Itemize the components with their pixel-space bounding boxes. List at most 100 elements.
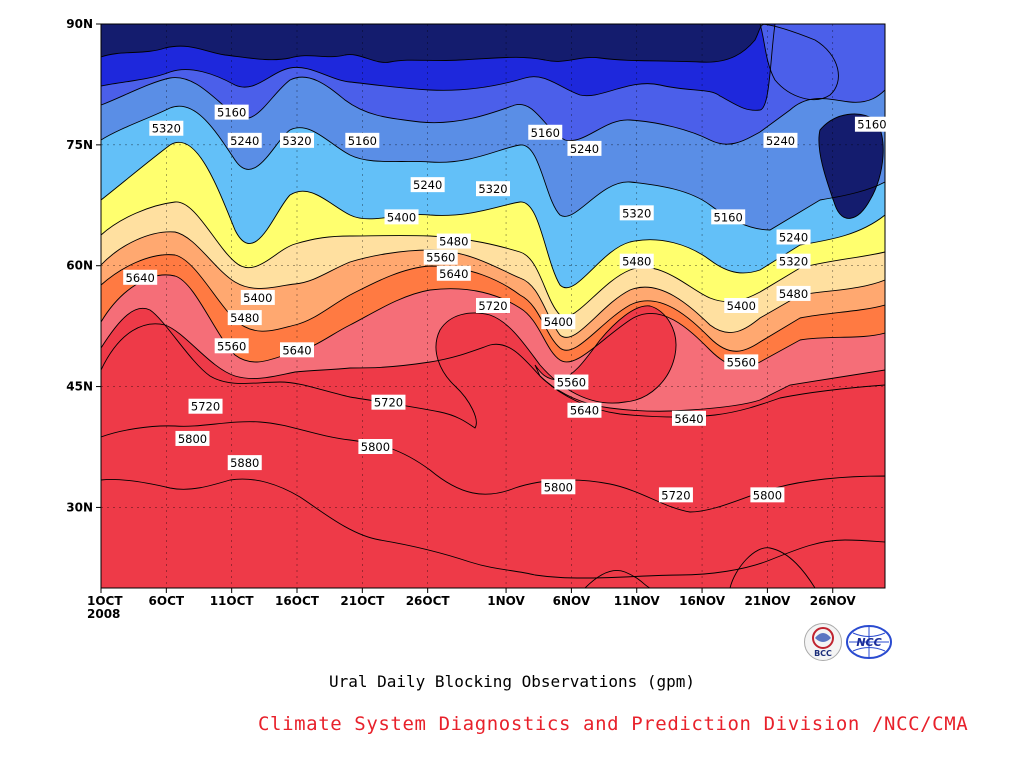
svg-text:BCC: BCC	[814, 649, 832, 658]
contour-label-box	[149, 120, 184, 136]
contour-label-box	[410, 177, 445, 193]
contour-label-text: 5560	[426, 251, 455, 265]
contour-label-box	[188, 398, 223, 414]
contour-label-text: 5640	[126, 271, 155, 285]
contour-label-text: 5560	[557, 376, 586, 390]
contour-label: 5560	[554, 374, 589, 390]
y-tick-label: 75N	[66, 138, 93, 152]
contour-label: 5400	[541, 314, 576, 330]
contour-label-box	[240, 289, 275, 305]
contour-label: 5800	[358, 439, 393, 454]
contour-label-text: 5640	[439, 267, 468, 281]
contour-label-box	[123, 269, 158, 285]
contour-label-box	[384, 209, 419, 225]
contour-label-text: 5400	[387, 210, 416, 224]
contour-label-box	[541, 479, 576, 495]
contour-line	[759, 24, 839, 101]
contour-label-box	[567, 140, 602, 156]
contour-label-box	[345, 132, 380, 148]
contour-label-text: 5240	[766, 134, 795, 148]
contour-label-text: 5320	[779, 255, 808, 269]
contour-label-text: 5320	[622, 206, 651, 220]
contour-line	[584, 570, 651, 588]
contour-band	[585, 570, 650, 588]
contour-label-text: 5240	[413, 178, 442, 192]
contour-label-text: 5720	[374, 396, 403, 410]
contour-label-text: 5480	[230, 311, 259, 325]
contour-label: 5240	[227, 132, 262, 148]
contour-label-box	[619, 205, 654, 221]
contour-label-text: 5880	[230, 456, 259, 470]
contour-label-text: 5320	[152, 122, 181, 136]
contour-label-box	[371, 394, 406, 410]
contour-label-box	[358, 439, 393, 454]
contour-label-box	[711, 209, 746, 225]
contour-label: 5800	[541, 479, 576, 495]
contour-label-text: 5160	[857, 118, 886, 132]
contour-line	[729, 547, 816, 588]
contour-label: 5640	[672, 410, 706, 426]
contour-label-box	[436, 265, 471, 281]
contour-label-text: 5240	[779, 231, 808, 245]
x-tick-label: 26NOV	[810, 594, 857, 608]
contour-label-box	[619, 253, 654, 269]
contour-label-box	[214, 338, 249, 354]
contour-label-text: 5160	[714, 210, 743, 224]
contour-label-text: 5800	[178, 432, 207, 446]
contour-label-box	[750, 487, 785, 503]
contour-label: 5240	[410, 177, 445, 193]
contour-label-text: 5160	[217, 106, 246, 120]
svg-text:NCC: NCC	[856, 636, 881, 649]
contour-label: 5320	[776, 253, 811, 269]
contour-label-text: 5640	[674, 412, 703, 426]
y-tick-label: 90N	[66, 17, 93, 31]
x-tick-label: 16OCT	[275, 594, 320, 608]
contour-label-box	[776, 253, 811, 269]
contour-label: 5320	[619, 205, 654, 221]
contour-label: 5640	[436, 265, 471, 281]
contour-label-box	[554, 374, 589, 390]
contour-label: 5400	[724, 298, 759, 313]
contour-label: 5240	[776, 229, 811, 245]
contour-label: 5320	[476, 181, 510, 197]
contour-label: 5720	[371, 394, 406, 410]
contour-label-box	[541, 314, 576, 330]
contour-label-text: 5480	[622, 255, 651, 269]
contour-label-box	[672, 410, 706, 426]
y-tick-label: 60N	[66, 259, 93, 273]
contour-label-box	[227, 455, 262, 471]
contour-band	[730, 547, 815, 588]
contour-label-text: 5320	[282, 134, 311, 148]
contour-label-text: 5480	[439, 235, 468, 249]
contour-label-text: 5720	[478, 299, 507, 313]
contour-label: 5160	[345, 132, 380, 148]
contour-label-text: 5800	[361, 440, 390, 454]
contour-label-text: 5800	[753, 488, 782, 502]
contour-label: 5400	[384, 209, 419, 225]
x-tick-label: 1NOV	[487, 594, 525, 608]
contour-label-text: 5640	[570, 404, 599, 418]
contour-label-box	[658, 487, 693, 503]
contour-label-box	[724, 354, 759, 370]
contour-label-box	[476, 181, 510, 197]
contour-label-box	[227, 310, 262, 326]
contour-band	[818, 114, 884, 219]
contour-label: 5240	[567, 140, 602, 156]
ncc-logo-icon: NCC	[845, 624, 893, 660]
contour-label-box	[175, 430, 210, 446]
contour-label: 5320	[149, 120, 184, 136]
contour-label: 5800	[175, 430, 210, 446]
contour-label: 5800	[750, 487, 785, 503]
contour-label: 5160	[711, 209, 746, 225]
x-tick-label: 6NOV	[553, 594, 591, 608]
contour-label: 5560	[423, 249, 458, 265]
contour-label: 5720	[188, 398, 223, 414]
contour-label: 5640	[280, 342, 314, 358]
contour-label: 5480	[227, 310, 262, 326]
contour-band	[101, 479, 885, 588]
contour-label-text: 5400	[544, 315, 573, 329]
contour-label: 5160	[214, 104, 249, 120]
contour-label-text: 5240	[230, 134, 259, 148]
contour-label-box	[280, 132, 314, 148]
